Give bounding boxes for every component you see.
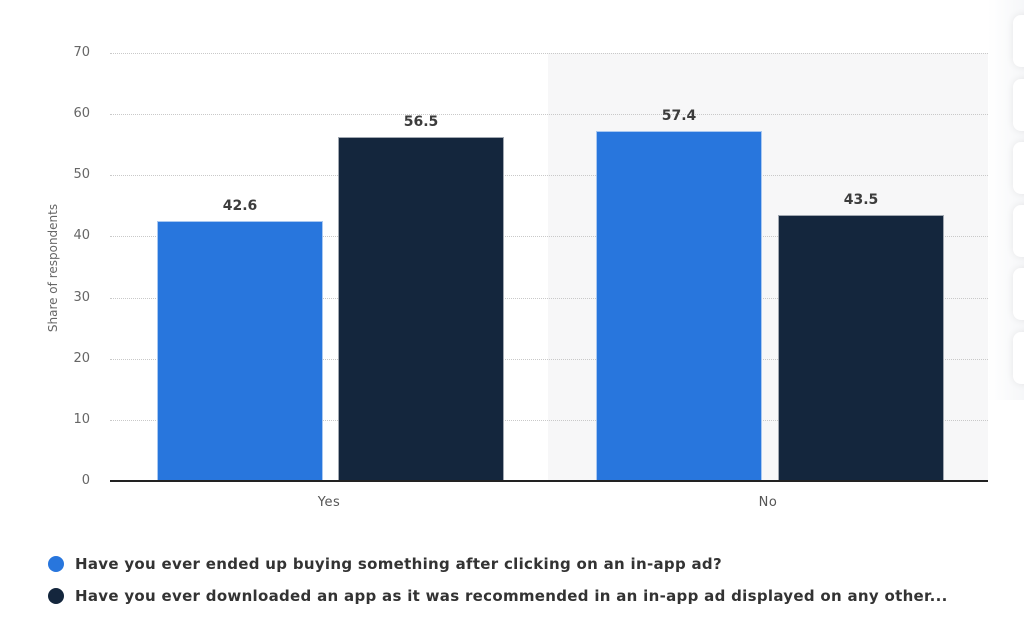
sidebar-button-2[interactable] bbox=[1013, 79, 1024, 131]
legend-item-download[interactable]: Have you ever downloaded an app as it wa… bbox=[48, 580, 948, 612]
bar-no-download[interactable] bbox=[778, 215, 944, 481]
bar-no-buying[interactable] bbox=[596, 131, 762, 481]
y-tick-40: 40 bbox=[73, 228, 90, 243]
bar-yes-download[interactable] bbox=[338, 137, 504, 481]
value-label-yes-buying: 42.6 bbox=[222, 198, 258, 214]
y-tick-70: 70 bbox=[73, 45, 90, 60]
y-tick-60: 60 bbox=[73, 106, 90, 121]
gridline-20 bbox=[110, 359, 988, 360]
sidebar-button-5[interactable] bbox=[1013, 268, 1024, 320]
legend-item-buying[interactable]: Have you ever ended up buying something … bbox=[48, 548, 948, 580]
chart-legend: Have you ever ended up buying something … bbox=[48, 548, 948, 612]
sidebar-button-3[interactable] bbox=[1013, 142, 1024, 194]
value-label-yes-download: 56.5 bbox=[403, 114, 439, 130]
legend-label: Have you ever downloaded an app as it wa… bbox=[75, 587, 948, 605]
y-axis-title: Share of respondents bbox=[46, 203, 60, 333]
value-label-no-buying: 57.4 bbox=[661, 108, 697, 124]
y-tick-10: 10 bbox=[73, 412, 90, 427]
bar-yes-buying[interactable] bbox=[157, 221, 323, 481]
gridline-30 bbox=[110, 298, 988, 299]
gridline-10 bbox=[110, 420, 988, 421]
x-axis-line bbox=[110, 480, 988, 482]
y-tick-20: 20 bbox=[73, 351, 90, 366]
gridline-60 bbox=[110, 114, 988, 115]
gridline-50 bbox=[110, 175, 988, 176]
sidebar-button-1[interactable] bbox=[1013, 15, 1024, 67]
sidebar-button-6[interactable] bbox=[1013, 332, 1024, 384]
value-label-no-download: 43.5 bbox=[843, 192, 879, 208]
y-tick-0: 0 bbox=[81, 473, 90, 488]
x-label-yes: Yes bbox=[317, 495, 341, 510]
x-label-no: No bbox=[758, 495, 778, 510]
legend-label: Have you ever ended up buying something … bbox=[75, 555, 722, 573]
y-tick-30: 30 bbox=[73, 290, 90, 305]
gridline-40 bbox=[110, 236, 988, 237]
sidebar-button-4[interactable] bbox=[1013, 205, 1024, 257]
legend-dot-blue-icon bbox=[48, 556, 64, 572]
gridline-70 bbox=[110, 53, 988, 54]
legend-dot-navy-icon bbox=[48, 588, 64, 604]
bar-chart: 70 60 50 40 30 20 10 0 Share of responde… bbox=[46, 45, 988, 510]
y-tick-50: 50 bbox=[73, 167, 90, 182]
